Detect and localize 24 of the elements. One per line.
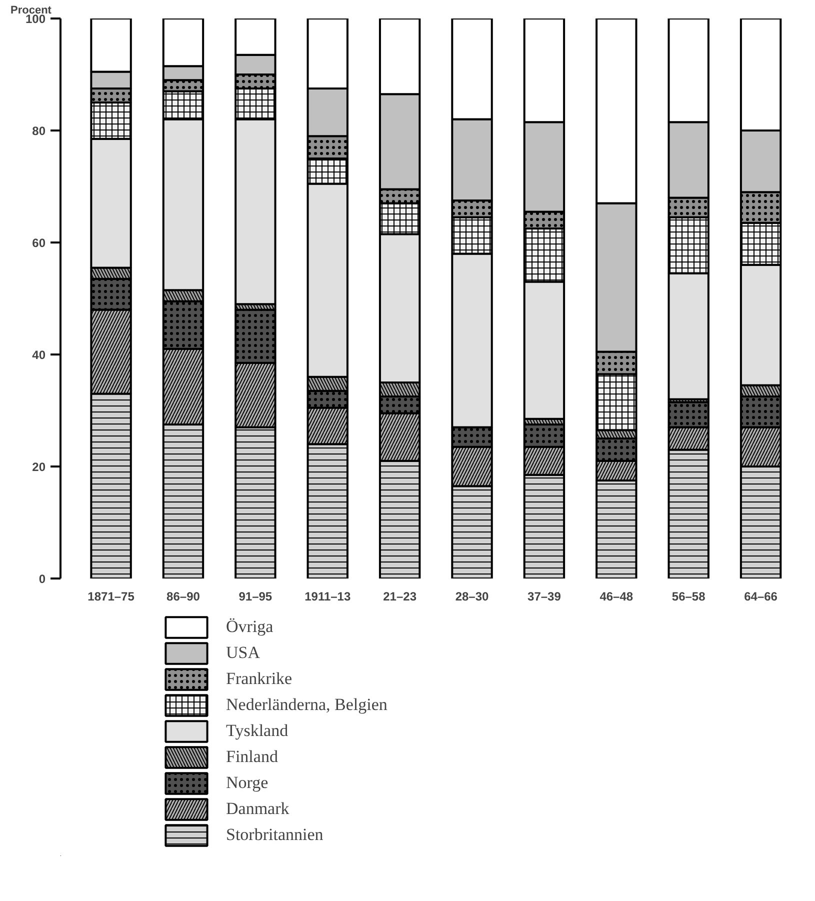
legend-label: Övriga: [226, 617, 274, 637]
legend-label: Frankrike: [226, 669, 292, 689]
legend-label: Finland: [226, 747, 278, 767]
y-tick-label: 20: [32, 460, 46, 474]
x-tick-label: 1871–75: [88, 590, 135, 604]
x-tick-label: 56–58: [672, 590, 706, 604]
y-tick-label: 60: [32, 236, 46, 250]
x-tick-label: 64–66: [744, 590, 778, 604]
x-tick-label: 21–23: [383, 590, 417, 604]
legend-label: USA: [226, 643, 260, 663]
x-tick-label: 28–30: [455, 590, 490, 604]
legend-label: Tyskland: [226, 721, 288, 741]
y-tick-label: 0: [38, 572, 46, 586]
x-tick-label: 37–39: [528, 590, 562, 604]
x-tick-label: 46–48: [600, 590, 634, 604]
legend-label: Nederländerna, Belgien: [226, 695, 388, 715]
y-tick-label: 40: [32, 348, 46, 362]
x-tick-label: 1911–13: [304, 590, 351, 604]
legend-label: Norge: [226, 773, 268, 793]
x-tick-label: 91–95: [238, 590, 272, 604]
legend-label: Storbritannien: [226, 825, 324, 845]
x-tick-label: 86–90: [166, 590, 200, 604]
y-tick-label: 80: [32, 124, 46, 138]
legend-label: Danmark: [226, 799, 290, 819]
